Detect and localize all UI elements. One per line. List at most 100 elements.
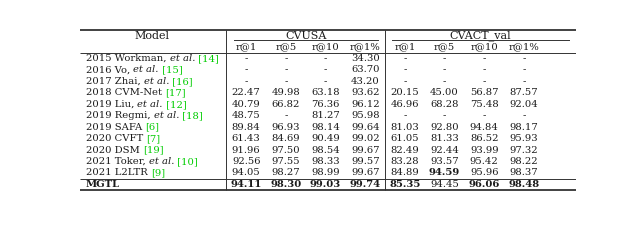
Text: [10]: [10] bbox=[174, 157, 198, 166]
Text: 92.04: 92.04 bbox=[509, 100, 538, 109]
Text: CVUSA: CVUSA bbox=[285, 31, 326, 41]
Text: 98.99: 98.99 bbox=[311, 168, 340, 178]
Text: r@10: r@10 bbox=[312, 42, 339, 52]
Text: r@1: r@1 bbox=[236, 42, 257, 52]
Text: 98.33: 98.33 bbox=[311, 157, 340, 166]
Text: [19]: [19] bbox=[143, 146, 163, 155]
Text: 20.15: 20.15 bbox=[390, 88, 419, 97]
Text: 68.28: 68.28 bbox=[430, 100, 459, 109]
Text: 61.05: 61.05 bbox=[390, 134, 419, 143]
Text: 98.30: 98.30 bbox=[270, 180, 301, 189]
Text: 61.43: 61.43 bbox=[232, 134, 260, 143]
Text: MGTL: MGTL bbox=[86, 180, 120, 189]
Text: 81.33: 81.33 bbox=[430, 134, 459, 143]
Text: 89.84: 89.84 bbox=[232, 123, 260, 132]
Text: 98.17: 98.17 bbox=[509, 123, 538, 132]
Text: 96.93: 96.93 bbox=[271, 123, 300, 132]
Text: 63.70: 63.70 bbox=[351, 65, 380, 74]
Text: 99.57: 99.57 bbox=[351, 157, 380, 166]
Text: 99.67: 99.67 bbox=[351, 168, 380, 178]
Text: et al.: et al. bbox=[144, 77, 169, 86]
Text: -: - bbox=[244, 77, 248, 86]
Text: -: - bbox=[324, 77, 327, 86]
Text: -: - bbox=[522, 54, 525, 63]
Text: et al.: et al. bbox=[149, 157, 174, 166]
Text: 97.55: 97.55 bbox=[271, 157, 300, 166]
Text: 94.84: 94.84 bbox=[470, 123, 499, 132]
Text: -: - bbox=[284, 111, 287, 120]
Text: 34.30: 34.30 bbox=[351, 54, 380, 63]
Text: 85.35: 85.35 bbox=[389, 180, 420, 189]
Text: [15]: [15] bbox=[159, 65, 182, 74]
Text: 84.89: 84.89 bbox=[390, 168, 419, 178]
Text: et al.: et al. bbox=[133, 65, 159, 74]
Text: 90.49: 90.49 bbox=[311, 134, 340, 143]
Text: [18]: [18] bbox=[179, 111, 203, 120]
Text: 81.27: 81.27 bbox=[311, 111, 340, 120]
Text: 95.98: 95.98 bbox=[351, 111, 380, 120]
Text: -: - bbox=[522, 111, 525, 120]
Text: 81.03: 81.03 bbox=[390, 123, 419, 132]
Text: 40.79: 40.79 bbox=[232, 100, 260, 109]
Text: [17]: [17] bbox=[165, 88, 186, 97]
Text: 87.57: 87.57 bbox=[509, 88, 538, 97]
Text: 92.44: 92.44 bbox=[430, 146, 459, 155]
Text: 93.62: 93.62 bbox=[351, 88, 380, 97]
Text: 82.49: 82.49 bbox=[390, 146, 419, 155]
Text: -: - bbox=[284, 65, 287, 74]
Text: -: - bbox=[403, 77, 406, 86]
Text: 43.20: 43.20 bbox=[351, 77, 380, 86]
Text: -: - bbox=[324, 54, 327, 63]
Text: 98.54: 98.54 bbox=[311, 146, 340, 155]
Text: Model: Model bbox=[134, 31, 170, 41]
Text: -: - bbox=[522, 77, 525, 86]
Text: 97.32: 97.32 bbox=[509, 146, 538, 155]
Text: 63.18: 63.18 bbox=[311, 88, 340, 97]
Text: 2019 Liu,: 2019 Liu, bbox=[86, 100, 138, 109]
Text: r@1%: r@1% bbox=[350, 42, 381, 52]
Text: -: - bbox=[403, 65, 406, 74]
Text: 99.74: 99.74 bbox=[349, 180, 381, 189]
Text: 56.87: 56.87 bbox=[470, 88, 499, 97]
Text: 93.57: 93.57 bbox=[430, 157, 459, 166]
Text: 83.28: 83.28 bbox=[390, 157, 419, 166]
Text: r@1%: r@1% bbox=[509, 42, 540, 52]
Text: [12]: [12] bbox=[163, 100, 187, 109]
Text: CVACT_val: CVACT_val bbox=[450, 30, 511, 41]
Text: 2021 Toker,: 2021 Toker, bbox=[86, 157, 149, 166]
Text: [14]: [14] bbox=[195, 54, 219, 63]
Text: 2017 Zhai,: 2017 Zhai, bbox=[86, 77, 144, 86]
Text: -: - bbox=[443, 111, 446, 120]
Text: -: - bbox=[443, 65, 446, 74]
Text: 2018 CVM-Net: 2018 CVM-Net bbox=[86, 88, 165, 97]
Text: et al.: et al. bbox=[154, 111, 179, 120]
Text: et al.: et al. bbox=[138, 100, 163, 109]
Text: 98.48: 98.48 bbox=[508, 180, 540, 189]
Text: r@5: r@5 bbox=[275, 42, 296, 52]
Text: 99.03: 99.03 bbox=[310, 180, 341, 189]
Text: 2020 DSM: 2020 DSM bbox=[86, 146, 143, 155]
Text: 2019 SAFA: 2019 SAFA bbox=[86, 123, 145, 132]
Text: -: - bbox=[244, 65, 248, 74]
Text: -: - bbox=[284, 54, 287, 63]
Text: r@1: r@1 bbox=[394, 42, 415, 52]
Text: r@5: r@5 bbox=[434, 42, 455, 52]
Text: -: - bbox=[324, 65, 327, 74]
Text: 95.93: 95.93 bbox=[509, 134, 538, 143]
Text: 98.37: 98.37 bbox=[509, 168, 538, 178]
Text: 86.52: 86.52 bbox=[470, 134, 499, 143]
Text: 49.98: 49.98 bbox=[271, 88, 300, 97]
Text: 93.99: 93.99 bbox=[470, 146, 499, 155]
Text: 92.80: 92.80 bbox=[430, 123, 459, 132]
Text: 92.56: 92.56 bbox=[232, 157, 260, 166]
Text: 66.82: 66.82 bbox=[271, 100, 300, 109]
Text: [6]: [6] bbox=[145, 123, 159, 132]
Text: 2016 Vo,: 2016 Vo, bbox=[86, 65, 133, 74]
Text: 98.14: 98.14 bbox=[311, 123, 340, 132]
Text: 22.47: 22.47 bbox=[232, 88, 260, 97]
Text: 2020 CVFT: 2020 CVFT bbox=[86, 134, 147, 143]
Text: [7]: [7] bbox=[147, 134, 161, 143]
Text: 96.06: 96.06 bbox=[468, 180, 500, 189]
Text: 2015 Workman,: 2015 Workman, bbox=[86, 54, 170, 63]
Text: -: - bbox=[403, 111, 406, 120]
